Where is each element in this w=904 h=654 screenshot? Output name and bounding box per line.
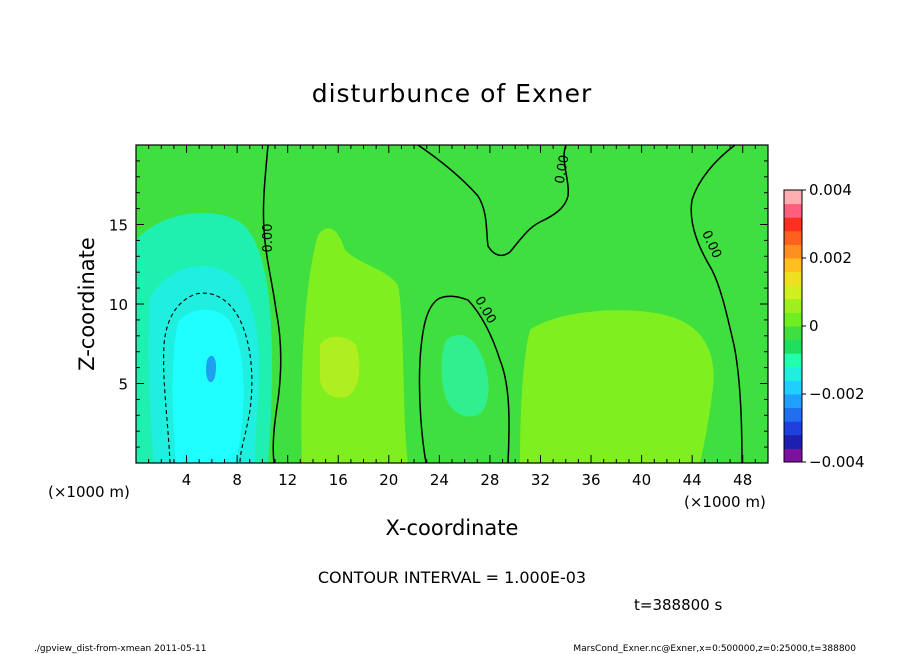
contour-zero-left bbox=[262, 145, 282, 463]
colorbar-labels: 0.004 0.002 0 −0.002 −0.004 bbox=[802, 181, 865, 471]
colorbar-tick-label: 0.004 bbox=[809, 181, 852, 199]
x-tick-label: 12 bbox=[278, 471, 297, 489]
y-axis: 5 10 15 bbox=[109, 160, 768, 448]
contour-label: 0.00 bbox=[553, 154, 573, 185]
x-tick-label: 36 bbox=[581, 471, 600, 489]
x-tick-label: 48 bbox=[733, 471, 752, 489]
colorbar-swatch bbox=[784, 353, 802, 368]
x-axis-label: X-coordinate bbox=[386, 516, 519, 540]
colorbar bbox=[783, 189, 803, 463]
x-tick-label: 40 bbox=[632, 471, 651, 489]
colorbar-swatch bbox=[784, 271, 802, 286]
x-tick-label: 20 bbox=[379, 471, 398, 489]
field-region-mid-peak bbox=[320, 336, 360, 398]
y-tick-label: 15 bbox=[109, 217, 128, 235]
x-axis: 4 8 12 16 20 24 28 32 36 40 44 48 bbox=[148, 145, 756, 489]
colorbar-swatch bbox=[784, 285, 802, 300]
x-unit-label-left: (×1000 m) bbox=[48, 483, 130, 501]
y-tick-label: 10 bbox=[109, 296, 128, 314]
colorbar-swatch bbox=[784, 339, 802, 354]
x-tick-label: 16 bbox=[329, 471, 348, 489]
colorbar-swatch bbox=[784, 394, 802, 409]
y-axis-label: Z-coordinate bbox=[75, 237, 99, 371]
y-tick-label: 5 bbox=[118, 376, 128, 394]
colorbar-swatch bbox=[784, 407, 802, 422]
colorbar-swatch bbox=[784, 244, 802, 259]
contour-field: 0.00 0.00 0.00 0.00 bbox=[136, 145, 768, 463]
field-region-left-core bbox=[172, 309, 244, 463]
footer-right: MarsCond_Exner.nc@Exner,x=0:500000,z=0:2… bbox=[573, 644, 856, 654]
x-tick-label: 28 bbox=[480, 471, 499, 489]
colorbar-swatch bbox=[784, 421, 802, 436]
colorbar-swatch bbox=[784, 434, 802, 449]
colorbar-swatch bbox=[784, 366, 802, 381]
x-tick-label: 24 bbox=[430, 471, 449, 489]
colorbar-swatch bbox=[784, 230, 802, 245]
colorbar-tick-label: −0.002 bbox=[809, 385, 865, 403]
field-region-center-low bbox=[441, 334, 489, 417]
x-tick-label: 32 bbox=[531, 471, 550, 489]
colorbar-swatch bbox=[784, 380, 802, 395]
footer-left: ./gpview_dist-from-xmean 2011-05-11 bbox=[34, 644, 206, 654]
field-region-right-high bbox=[520, 310, 714, 463]
colorbar-tick-label: 0.002 bbox=[809, 249, 852, 267]
colorbar-swatch bbox=[784, 217, 802, 232]
x-unit-label-right: (×1000 m) bbox=[684, 493, 766, 511]
contour-negative-dashed bbox=[163, 292, 253, 463]
contour-zero-upper bbox=[417, 145, 569, 257]
colorbar-swatch bbox=[784, 203, 802, 218]
colorbar-swatch bbox=[784, 326, 802, 341]
chart-title: disturbunce of Exner bbox=[312, 79, 593, 108]
contour-zero-center bbox=[418, 295, 510, 463]
colorbar-swatch bbox=[784, 258, 802, 273]
contour-interval-text: CONTOUR INTERVAL = 1.000E-03 bbox=[318, 568, 586, 587]
field-region-left-min bbox=[206, 355, 216, 383]
x-tick-label: 4 bbox=[182, 471, 192, 489]
colorbar-tick-label: −0.004 bbox=[809, 453, 865, 471]
contour-zero-right bbox=[690, 145, 743, 463]
colorbar-swatch bbox=[784, 312, 802, 327]
contour-label: 0.00 bbox=[261, 224, 276, 253]
time-text: t=388800 s bbox=[634, 596, 722, 614]
colorbar-swatch bbox=[784, 298, 802, 313]
x-tick-label: 8 bbox=[232, 471, 242, 489]
colorbar-swatch bbox=[784, 448, 802, 463]
x-tick-label: 44 bbox=[683, 471, 702, 489]
colorbar-swatch bbox=[784, 190, 802, 205]
colorbar-tick-label: 0 bbox=[809, 317, 819, 335]
